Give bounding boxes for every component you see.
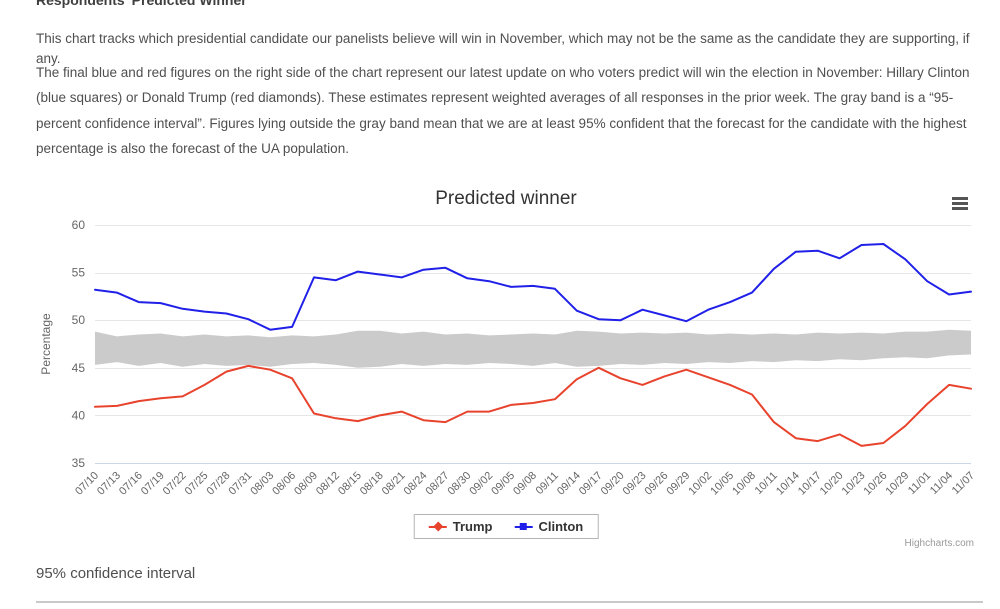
plot-svg: 354045505560Percentage07/1007/1307/1607/… — [39, 218, 976, 498]
description-paragraph: The final blue and red figures on the ri… — [36, 65, 970, 157]
trump-diamond-marker-icon — [428, 520, 447, 533]
y-axis-title: Percentage — [39, 313, 53, 375]
legend-label: Clinton — [538, 519, 584, 534]
x-tick-label: 07/13 — [95, 470, 123, 498]
x-tick-label: 10/08 — [730, 470, 758, 498]
y-tick-label: 55 — [72, 266, 86, 280]
x-tick-label: 08/24 — [402, 470, 430, 498]
chart-legend: Trump Clinton — [413, 514, 599, 539]
confidence-band — [95, 329, 971, 368]
confidence-interval-note: 95% confidence interval — [36, 565, 196, 582]
x-tick-label: 07/31 — [226, 470, 254, 498]
x-tick-label: 10/02 — [686, 470, 714, 498]
y-tick-label: 50 — [72, 313, 86, 327]
x-tick-label: 09/05 — [489, 470, 517, 498]
legend-label: Trump — [452, 519, 493, 534]
hamburger-bar — [952, 207, 968, 210]
x-tick-label: 07/16 — [117, 470, 145, 498]
x-tick-label: 09/11 — [534, 470, 561, 497]
x-tick-label: 07/19 — [139, 470, 167, 498]
series-line-clinton — [94, 243, 972, 331]
highcharts-credits[interactable]: Highcharts.com — [904, 538, 974, 549]
y-tick-label: 60 — [72, 218, 86, 232]
x-tick-label: 09/23 — [621, 470, 649, 498]
y-tick-label: 40 — [72, 408, 86, 422]
x-tick-label: 07/28 — [205, 470, 233, 498]
chart-context-menu-icon[interactable] — [952, 197, 968, 210]
series-line-trump — [94, 364, 972, 447]
x-tick-label: 10/29 — [883, 470, 911, 498]
x-tick-label: 10/14 — [774, 470, 802, 498]
y-tick-label: 35 — [72, 456, 86, 470]
x-tick-label: 07/22 — [161, 470, 189, 498]
x-tick-label: 08/06 — [270, 470, 298, 498]
x-tick-label: 08/09 — [292, 470, 320, 498]
x-tick-label: 08/30 — [445, 470, 473, 498]
page-heading: Respondents’ Predicted Winner — [36, 0, 247, 8]
x-tick-label: 09/08 — [511, 470, 539, 498]
y-tick-label: 45 — [72, 361, 86, 375]
x-tick-label: 10/17 — [796, 470, 824, 498]
chart-container: Predicted winner 35 40 45 50 55 60 Percentage 0… — [36, 186, 976, 558]
hamburger-bar — [952, 197, 968, 200]
x-tick-label: 07/10 — [73, 470, 101, 498]
intro-paragraph: This chart tracks which presidential can… — [36, 31, 970, 66]
x-tick-label: 09/29 — [664, 470, 692, 498]
legend-item-trump[interactable]: Trump — [428, 519, 493, 534]
hamburger-bar — [952, 202, 968, 205]
x-tick-label: 08/12 — [314, 470, 342, 498]
x-tick-label: 10/26 — [862, 470, 890, 498]
x-tick-label: 09/20 — [599, 470, 627, 498]
x-tick-label: 09/14 — [555, 470, 583, 498]
x-tick-label: 08/18 — [358, 470, 386, 498]
x-tick-label: 10/23 — [840, 470, 868, 498]
legend-item-clinton[interactable]: Clinton — [514, 519, 583, 534]
x-tick-label: 09/17 — [577, 470, 605, 498]
x-tick-label: 09/02 — [467, 470, 495, 498]
x-tick-label: 11/01 — [906, 470, 933, 497]
x-tick-label: 07/25 — [183, 470, 211, 498]
x-tick-label: 08/03 — [248, 470, 276, 498]
x-tick-label: 11/07 — [950, 470, 976, 497]
x-tick-label: 10/11 — [753, 470, 780, 497]
x-tick-label: 11/04 — [928, 470, 955, 497]
chart-title: Predicted winner — [435, 188, 577, 209]
x-tick-label: 10/05 — [708, 470, 736, 498]
x-tick-label: 08/21 — [380, 470, 408, 498]
x-tick-label: 09/26 — [643, 470, 671, 498]
x-tick-label: 10/20 — [818, 470, 846, 498]
x-tick-label: 08/15 — [336, 470, 364, 498]
bottom-divider — [36, 601, 983, 603]
x-tick-label: 08/27 — [424, 470, 452, 498]
clinton-square-marker-icon — [514, 520, 533, 533]
